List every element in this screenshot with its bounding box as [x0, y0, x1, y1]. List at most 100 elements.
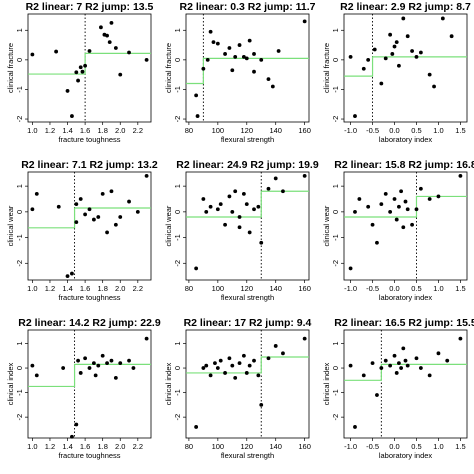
data-point [281, 351, 285, 356]
y-tick-label: -2 [331, 414, 340, 421]
x-tick-label: 0.0 [389, 442, 399, 451]
data-point [302, 19, 307, 24]
panel-3: R2 linear: 2.9 R2 jump: 8.7 -1.0 -0.5 0.0 0.… [322, 1, 471, 144]
x-tick-label: 160 [298, 126, 311, 135]
data-point [418, 186, 423, 191]
x-axis-label: laboratory index [379, 451, 433, 460]
data-point [361, 373, 366, 378]
data-point [96, 215, 101, 219]
y-tick-label: 1 [173, 28, 182, 32]
data-point [348, 266, 353, 271]
data-point [370, 222, 375, 227]
x-tick-label: 1.2 [45, 284, 55, 293]
x-tick-label: 2.0 [115, 126, 125, 135]
data-point [144, 336, 149, 341]
y-tick-label: 0 [173, 58, 182, 62]
panel-title: R2 linear: 24.9 R2 jump: 19.9 [176, 159, 319, 171]
data-point [410, 222, 414, 227]
x-tick-label: 80 [185, 442, 193, 451]
x-tick-label: 1.4 [62, 442, 72, 451]
y-axis-label: clinical fracture [322, 43, 331, 93]
data-point [204, 209, 209, 214]
y-tick-label: -1 [173, 234, 182, 241]
data-point [401, 16, 406, 21]
data-point [70, 434, 74, 439]
x-tick-label: 160 [298, 284, 311, 293]
data-point [223, 222, 227, 227]
data-point [30, 363, 35, 368]
data-point [87, 207, 92, 212]
data-point [397, 204, 401, 209]
y-tick-label: 1 [15, 184, 24, 188]
y-tick-label: 0 [15, 210, 24, 214]
x-tick-label: 1.5 [455, 442, 465, 451]
panel-title: R2 linear: 2.9 R2 jump: 8.7 [340, 1, 471, 13]
y-tick-label: 0 [331, 58, 340, 62]
data-point [401, 346, 406, 351]
x-tick-label: 1.6 [80, 442, 90, 451]
y-tick-label: 0 [331, 366, 340, 370]
data-point [379, 81, 384, 86]
y-tick-label: -2 [173, 414, 182, 421]
plot-box [185, 171, 310, 281]
data-point [414, 356, 419, 361]
data-point [109, 358, 114, 363]
panel-1: R2 linear: 7 R2 jump: 13.5 1.0 1.2 1.4 1.6 1.… [6, 1, 154, 144]
x-tick-label: 1.2 [45, 442, 55, 451]
data-point [388, 209, 393, 214]
data-point [383, 191, 388, 196]
x-tick-label: 100 [212, 442, 225, 451]
data-point [302, 336, 307, 341]
data-point [227, 194, 232, 199]
panel-title: R2 linear: 7.1 R2 jump: 13.2 [21, 159, 158, 171]
y-tick-label: 1 [173, 184, 182, 188]
x-tick-label: -1.0 [344, 284, 357, 293]
data-point [353, 114, 357, 118]
data-point [233, 375, 238, 380]
plot-box [343, 13, 468, 123]
data-point [70, 114, 74, 118]
data-point [91, 361, 96, 366]
data-point [401, 225, 406, 230]
data-point [399, 366, 404, 370]
data-point [414, 55, 419, 59]
jump-fit-line [28, 363, 151, 388]
data-point [223, 371, 227, 375]
data-point [458, 173, 463, 178]
x-tick-label: 100 [212, 126, 225, 135]
data-point [78, 371, 83, 375]
data-point [215, 207, 220, 212]
data-point [54, 49, 59, 54]
data-point [215, 41, 220, 46]
data-point [237, 225, 242, 230]
data-point [237, 43, 242, 47]
data-point [390, 52, 395, 56]
data-point [366, 57, 371, 62]
data-point [65, 274, 70, 279]
data-point [83, 212, 88, 217]
y-axis-label: clinical wear [6, 205, 15, 246]
y-tick-label: 1 [15, 341, 24, 345]
x-tick-label: 120 [241, 442, 254, 451]
plot-box [27, 171, 152, 281]
data-point [227, 356, 232, 361]
data-point [405, 34, 410, 39]
data-point [93, 373, 98, 378]
data-point [230, 209, 235, 214]
x-tick-label: -1.0 [344, 126, 357, 135]
data-point [399, 189, 404, 194]
data-point [201, 66, 206, 71]
y-tick-label: 1 [331, 341, 340, 345]
data-point [436, 351, 441, 356]
x-tick-label: 1.8 [97, 284, 107, 293]
data-point [259, 402, 264, 407]
y-tick-label: 0 [173, 210, 182, 214]
data-point [252, 52, 256, 56]
data-point [127, 199, 131, 204]
data-point [247, 38, 252, 43]
data-point [218, 358, 223, 363]
x-tick-label: 0.0 [389, 126, 399, 135]
data-point [208, 373, 213, 378]
data-point [205, 57, 210, 62]
